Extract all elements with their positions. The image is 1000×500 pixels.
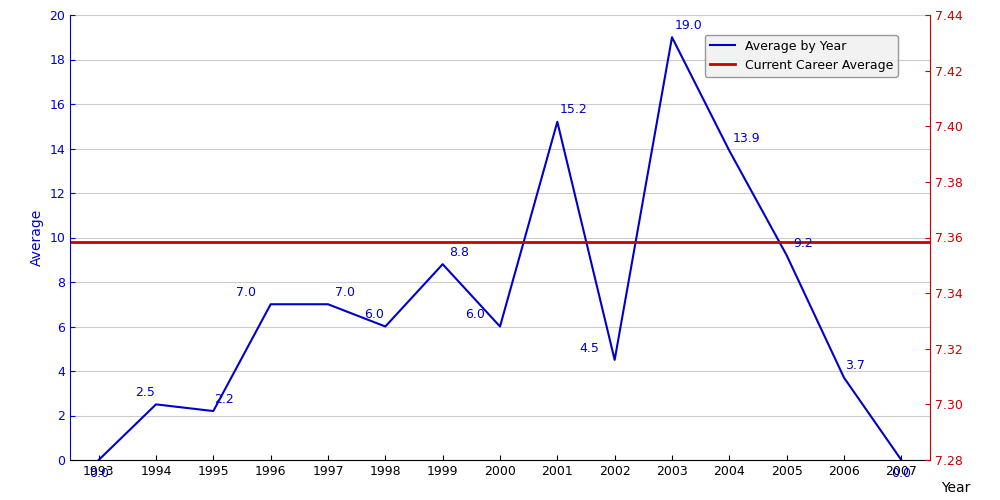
Text: 19.0: 19.0 [675,19,703,32]
Average by Year [437,261,449,267]
Text: 4.5: 4.5 [580,342,600,354]
Text: 9.2: 9.2 [793,237,813,250]
Average by Year [265,301,277,307]
Average by Year [609,357,621,363]
Text: 2.2: 2.2 [215,392,234,406]
Text: 0.0: 0.0 [891,466,911,479]
Average by Year [494,324,506,330]
Average by Year [322,301,334,307]
Text: 0.0: 0.0 [89,466,109,479]
Text: 8.8: 8.8 [449,246,469,259]
Average by Year [723,148,735,154]
Text: 7.0: 7.0 [236,286,256,299]
Average by Year [150,402,162,407]
Average by Year [781,252,793,258]
Text: 13.9: 13.9 [732,132,760,145]
Text: 15.2: 15.2 [560,104,588,117]
Text: 3.7: 3.7 [845,360,865,372]
Average by Year [93,457,105,463]
Text: 2.5: 2.5 [135,386,155,399]
Legend: Average by Year, Current Career Average: Average by Year, Current Career Average [705,34,898,77]
Average by Year [838,374,850,380]
Text: Year: Year [941,481,970,495]
Average by Year [666,34,678,40]
Average by Year [379,324,391,330]
Line: Average by Year: Average by Year [99,38,901,460]
Text: 7.0: 7.0 [335,286,355,299]
Average by Year [551,119,563,125]
Average by Year [895,457,907,463]
Average by Year [207,408,219,414]
Text: 6.0: 6.0 [465,308,485,321]
Text: 6.0: 6.0 [364,308,384,321]
Y-axis label: Average: Average [30,209,44,266]
